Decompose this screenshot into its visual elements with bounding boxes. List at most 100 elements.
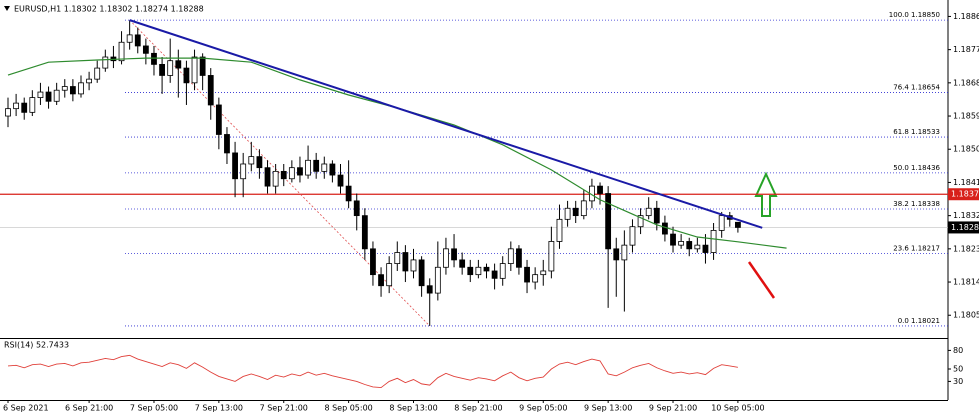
candle-body bbox=[386, 263, 393, 287]
x-tick-label: 8 Sep 21:00 bbox=[454, 404, 502, 413]
candle-body bbox=[443, 248, 449, 268]
y-tick-label: 1.18410 bbox=[953, 178, 979, 187]
x-tick-label: 6 Sep 21:00 bbox=[65, 404, 113, 413]
candle-body bbox=[86, 78, 92, 84]
candle-body bbox=[426, 285, 433, 294]
candle-body bbox=[621, 244, 628, 261]
candle-body bbox=[272, 170, 279, 187]
candle-body bbox=[564, 207, 571, 220]
candle-body bbox=[102, 56, 109, 69]
candle-body bbox=[353, 200, 360, 217]
x-tick-label: 6 Sep 2021 bbox=[3, 404, 49, 413]
candle-body bbox=[645, 207, 652, 217]
candle-body bbox=[167, 60, 174, 76]
candle-body bbox=[29, 97, 36, 113]
candle-body bbox=[378, 274, 384, 287]
candle-body bbox=[321, 163, 328, 172]
x-tick-label: 7 Sep 21:00 bbox=[260, 404, 308, 413]
rsi-tick-label: 50 bbox=[953, 365, 963, 374]
candle-body bbox=[475, 266, 482, 276]
fib-label: 100.0 1.18850 bbox=[889, 11, 940, 19]
candle-body bbox=[288, 167, 295, 180]
candle-body bbox=[572, 207, 579, 217]
candle-body bbox=[580, 200, 587, 217]
candle-body bbox=[710, 229, 717, 253]
candle-body bbox=[256, 156, 263, 169]
candle-body bbox=[215, 104, 222, 135]
y-tick-label: 1.18140 bbox=[953, 278, 979, 287]
rsi-tick-label: 80 bbox=[953, 346, 963, 355]
rsi-title: RSI(14) 52.7433 bbox=[4, 341, 69, 350]
candle-body bbox=[240, 163, 247, 180]
y-tick-label: 1.18680 bbox=[953, 78, 979, 87]
candle-body bbox=[507, 248, 514, 264]
candle-body bbox=[524, 266, 530, 283]
candle-body bbox=[151, 52, 157, 65]
candle-body bbox=[159, 63, 165, 76]
candle-body bbox=[516, 248, 522, 268]
candle-body bbox=[118, 41, 125, 62]
candle-body bbox=[345, 185, 352, 202]
candle-body bbox=[556, 218, 563, 242]
candle-body bbox=[662, 222, 668, 235]
rsi-tick-label: 30 bbox=[953, 377, 963, 386]
candle-body bbox=[653, 207, 660, 224]
candle-body bbox=[45, 91, 52, 102]
candle-body bbox=[142, 45, 149, 54]
candle-body bbox=[61, 86, 68, 91]
candle-body bbox=[199, 56, 206, 76]
x-tick-label: 9 Sep 05:00 bbox=[519, 404, 567, 413]
down-projection bbox=[747, 261, 776, 299]
candle-body bbox=[597, 185, 603, 194]
candle-body bbox=[491, 270, 498, 279]
y-tick-label: 1.18770 bbox=[953, 45, 979, 54]
candle-body bbox=[337, 174, 344, 187]
candle-body bbox=[248, 156, 255, 165]
candle-body bbox=[451, 248, 457, 261]
trend-line bbox=[129, 19, 763, 229]
candle-body bbox=[232, 152, 238, 180]
candle-body bbox=[532, 274, 539, 283]
fib-label: 76.4 1.18654 bbox=[893, 83, 940, 91]
x-tick-label: 8 Sep 05:00 bbox=[324, 404, 372, 413]
candle-body bbox=[37, 91, 44, 98]
up-arrow bbox=[754, 171, 778, 217]
x-tick-label: 7 Sep 13:00 bbox=[195, 404, 243, 413]
candle-body bbox=[191, 56, 198, 84]
candle-body bbox=[94, 67, 101, 80]
candle-body bbox=[540, 270, 547, 276]
y-tick-label: 1.18590 bbox=[953, 112, 979, 121]
fib-label: 0.0 1.18021 bbox=[898, 317, 940, 325]
chart-title: EURUSD,H1 1.18302 1.18302 1.18274 1.1828… bbox=[14, 5, 204, 14]
candle-body bbox=[126, 34, 133, 43]
candle-body bbox=[13, 102, 20, 110]
candle-body bbox=[629, 226, 636, 246]
candle-body bbox=[718, 215, 725, 231]
candle-body bbox=[402, 252, 409, 272]
resistance-tag bbox=[948, 188, 979, 201]
y-tick-label: 1.18050 bbox=[953, 311, 979, 320]
candle-body bbox=[678, 241, 685, 246]
candle-body bbox=[499, 263, 506, 279]
last-price-tag bbox=[948, 221, 979, 234]
x-tick-label: 10 Sep 05:00 bbox=[711, 404, 764, 413]
candle-body bbox=[394, 252, 401, 264]
candle-body bbox=[329, 163, 336, 176]
y-tick-label: 1.18230 bbox=[953, 244, 979, 253]
candle-body bbox=[735, 221, 741, 228]
candle-body bbox=[134, 34, 141, 47]
y-tick-label: 1.18320 bbox=[953, 211, 979, 220]
candle-body bbox=[264, 167, 271, 187]
candle-body bbox=[613, 248, 620, 261]
candle-body bbox=[370, 248, 376, 276]
fib-label: 38.2 1.18338 bbox=[893, 200, 940, 208]
candle-body bbox=[183, 67, 190, 84]
candle-body bbox=[410, 259, 417, 272]
candle-body bbox=[280, 170, 287, 180]
candle-body bbox=[467, 266, 474, 276]
candle-body bbox=[686, 241, 693, 250]
candle-body bbox=[297, 167, 303, 176]
title-icon bbox=[4, 6, 10, 11]
candle-body bbox=[361, 215, 368, 250]
